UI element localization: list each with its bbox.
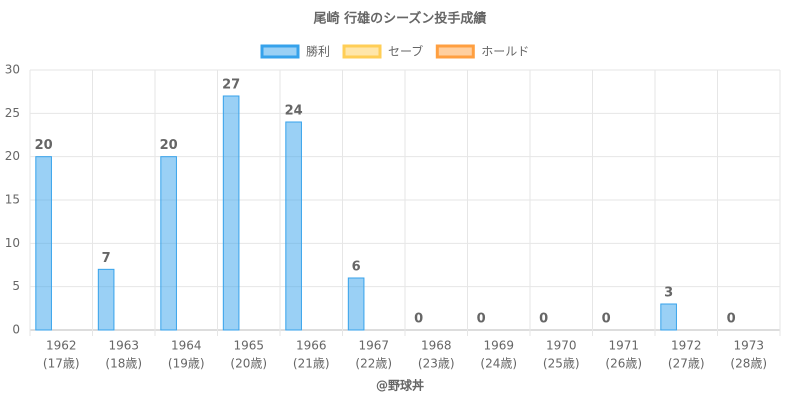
legend-swatch (435, 44, 475, 59)
bar (347, 277, 365, 331)
data-label: 6 (352, 260, 361, 275)
chart-title: 尾崎 行雄のシーズン投手成績 (314, 11, 487, 27)
x-tick-label: (19歳) (168, 357, 205, 371)
y-tick-label: 10 (5, 236, 20, 250)
data-label: 27 (222, 78, 240, 93)
x-tick-label: 1969 (483, 339, 514, 353)
x-tick-label: 1971 (608, 339, 639, 353)
x-tick-label: (25歳) (543, 357, 580, 371)
data-label: 20 (160, 138, 178, 153)
legend-label: ホールド (481, 45, 529, 59)
x-tick-label: 1963 (108, 339, 139, 353)
y-tick-label: 5 (12, 279, 20, 293)
x-tick-label: 1965 (233, 339, 264, 353)
x-tick-label: (18歳) (105, 357, 142, 371)
x-tick-label: (22歳) (355, 357, 392, 371)
data-label: 3 (664, 286, 673, 301)
x-tick-label: 1966 (296, 339, 327, 353)
x-tick-label: (21歳) (293, 357, 330, 371)
y-tick-label: 25 (5, 106, 20, 120)
x-tick-label: 1970 (546, 339, 577, 353)
data-label: 0 (602, 312, 611, 327)
bar (97, 268, 115, 331)
y-tick-label: 20 (5, 149, 20, 163)
data-label: 7 (102, 251, 111, 266)
x-tick-label: (27歳) (668, 357, 705, 371)
bar (222, 95, 240, 331)
x-tick-label: 1973 (733, 339, 764, 353)
x-tick-label: (17歳) (43, 357, 80, 371)
y-tick-label: 15 (5, 193, 20, 207)
data-label: 0 (539, 312, 548, 327)
data-label: 0 (727, 312, 736, 327)
x-tick-label: (20歳) (230, 357, 267, 371)
bar (160, 156, 177, 331)
x-tick-label: 1968 (421, 339, 452, 353)
x-tick-label: (26歳) (605, 357, 642, 371)
bar (35, 156, 52, 331)
legend-label: 勝利 (306, 44, 330, 59)
data-label: 24 (285, 104, 303, 119)
x-tick-label: (24歳) (480, 357, 517, 371)
footer: @野球丼 (376, 378, 424, 393)
x-tick-label: (28歳) (730, 357, 767, 371)
legend-swatch (260, 44, 300, 59)
y-tick-label: 0 (12, 323, 20, 337)
legend-swatch (342, 44, 382, 59)
legend-label: セーブ (388, 44, 423, 59)
x-tick-label: (23歳) (418, 357, 455, 371)
data-label: 0 (414, 312, 423, 327)
data-label: 0 (477, 312, 486, 327)
bar (660, 303, 677, 331)
bar (285, 121, 302, 331)
data-label: 20 (35, 138, 53, 153)
x-tick-label: 1967 (358, 339, 389, 353)
x-tick-label: 1962 (46, 339, 77, 353)
x-tick-label: 1964 (171, 339, 202, 353)
y-tick-label: 30 (5, 63, 20, 77)
x-tick-label: 1972 (671, 339, 702, 353)
